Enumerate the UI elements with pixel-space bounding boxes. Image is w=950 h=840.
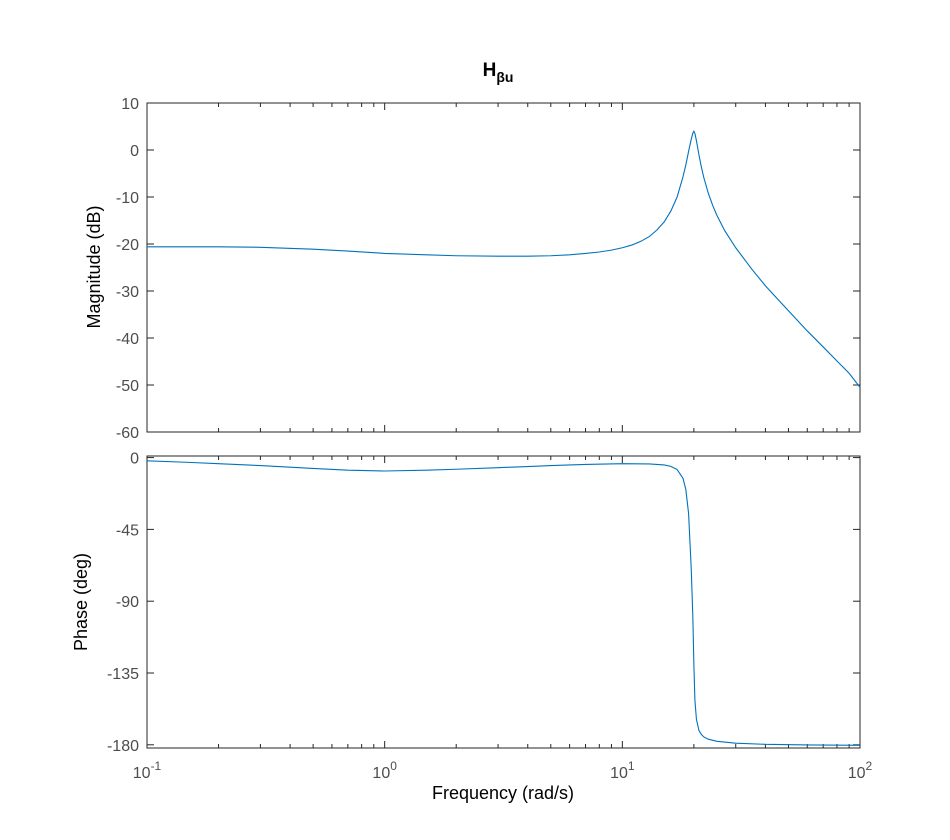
magnitude-y-tick-label: -30	[116, 284, 139, 301]
phase-y-axis-label: Phase (deg)	[71, 553, 91, 651]
magnitude-y-tick-label: 0	[130, 143, 139, 160]
magnitude-plot-area	[146, 102, 861, 433]
x-tick-label-exponent: 2	[866, 759, 873, 773]
x-tick-label-base: 10	[133, 765, 151, 782]
magnitude-ticks: 10 0 -10 -20 -30 -40 -50 -60	[116, 96, 860, 442]
phase-y-tick-label: -135	[107, 666, 139, 683]
magnitude-series-line	[147, 129, 861, 388]
magnitude-y-tick-label: -10	[116, 190, 139, 207]
x-tick-label-base: 10	[610, 765, 628, 782]
x-tick-label: 100	[372, 759, 397, 782]
phase-y-tick-label: -45	[116, 522, 139, 539]
magnitude-y-tick-label: -60	[116, 425, 139, 442]
magnitude-y-axis-label: Magnitude (dB)	[84, 205, 104, 328]
phase-y-tick-label: -180	[107, 738, 139, 755]
phase-ticks: 0 -45 -90 -135 -180	[107, 451, 860, 755]
magnitude-y-tick-label: -20	[116, 237, 139, 254]
x-tick-label: 10-1	[133, 759, 162, 782]
phase-panel: 0 -45 -90 -135 -180 Phase (deg)	[71, 451, 861, 755]
magnitude-y-tick-label: -40	[116, 331, 139, 348]
chart-title-subscript: βu	[496, 69, 513, 85]
x-tick-label-exponent: 0	[390, 759, 397, 773]
x-tick-label: 102	[848, 759, 873, 782]
magnitude-y-tick-label: 10	[121, 96, 139, 113]
x-tick-label-exponent: -1	[151, 759, 162, 773]
phase-y-tick-label: 0	[130, 451, 139, 468]
x-tick-label-exponent: 1	[628, 759, 635, 773]
phase-y-tick-label: -90	[116, 594, 139, 611]
phase-plot-area	[146, 455, 861, 749]
magnitude-panel: 10 0 -10 -20 -30 -40 -50 -60 Magnitude (dB)	[84, 96, 861, 442]
x-tick-labels: 10-1 100 101 102	[133, 759, 873, 782]
phase-series-line	[146, 460, 861, 746]
x-axis-label: Frequency (rad/s)	[432, 783, 574, 803]
chart-title: Hβu	[483, 60, 514, 85]
magnitude-y-tick-label: -50	[116, 378, 139, 395]
x-tick-label-base: 10	[848, 765, 866, 782]
x-tick-label: 101	[610, 759, 635, 782]
x-tick-label-base: 10	[372, 765, 390, 782]
chart-title-main: H	[483, 60, 497, 81]
